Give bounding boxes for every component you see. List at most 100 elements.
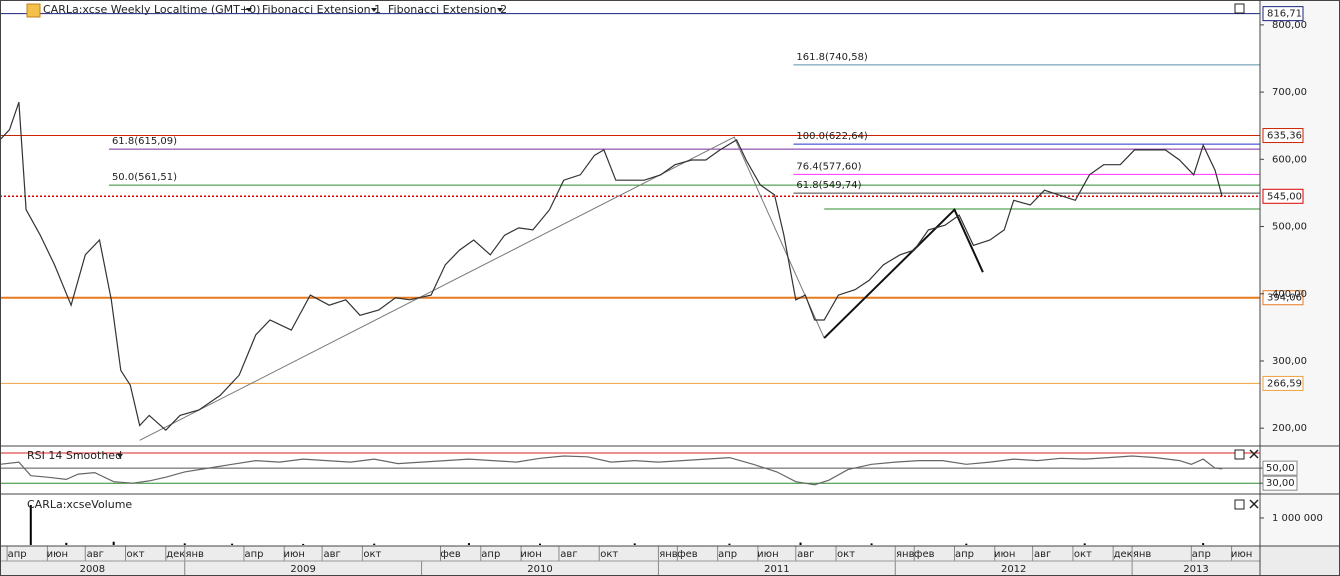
year-label: 2009 — [290, 564, 315, 575]
x-tick-label: окт — [1074, 549, 1092, 560]
level-label: 61.8(549,74) — [796, 180, 861, 191]
level-axis-box — [1262, 290, 1304, 306]
year-label: 2012 — [1001, 564, 1026, 575]
x-tick-label: янв — [1133, 549, 1152, 560]
plot-layer: апр июн авг окт дек янв апр июн авг окт фев апр июн а… — [0, 6, 1323, 576]
level-label: 76.4(577,60) — [796, 161, 861, 172]
x-tick-label: янв — [896, 549, 915, 560]
close-button[interactable] — [1249, 449, 1259, 459]
dropdown-arrow[interactable] — [371, 8, 377, 12]
x-tick-label: авг — [323, 549, 340, 560]
x-tick-label: авг — [797, 549, 814, 560]
volume-bar — [29, 505, 32, 545]
level-axis-box — [1262, 375, 1304, 391]
year-label: 2008 — [80, 564, 105, 575]
price-line — [0, 102, 1223, 432]
x-tick-label: окт — [837, 549, 855, 560]
volume-bar — [183, 543, 186, 545]
y-tick-label: 700,00 — [1272, 87, 1307, 98]
trend-drawing — [139, 136, 825, 441]
x-tick-label: апр — [8, 549, 27, 560]
volume-bar — [728, 543, 731, 545]
y-tick-label: 600,00 — [1272, 154, 1307, 165]
x-tick-label: июн — [47, 549, 68, 560]
chart-title[interactable]: CARLa:xcse Weekly Localtime (GMT+0) — [43, 3, 260, 16]
volume-bar — [799, 542, 802, 545]
symbol-icon[interactable] — [26, 3, 41, 18]
close-button[interactable] — [1249, 499, 1259, 509]
volume-bar — [539, 543, 541, 545]
x-tick-label: дек — [166, 549, 185, 560]
price-line — [0, 455, 1223, 486]
dropdown-arrow[interactable] — [246, 8, 252, 12]
volume-bar — [231, 543, 234, 545]
y-tick-label: 400,00 — [1272, 289, 1307, 300]
x-tick-label: апр — [481, 549, 500, 560]
year-label: 2010 — [527, 564, 552, 575]
y-tick-label: 50,00 — [1266, 463, 1295, 474]
y-tick-label: 200,00 — [1272, 423, 1307, 434]
x-tick-label: окт — [600, 549, 618, 560]
level-label: 61.8(615,09) — [112, 136, 177, 147]
pane-title[interactable]: RSI 14 Smoothed — [27, 449, 122, 462]
volume-bar — [870, 543, 873, 545]
x-tick-label: авг — [87, 549, 104, 560]
level-axis-label: 816,71 — [1267, 9, 1302, 20]
x-tick-label: апр — [718, 549, 737, 560]
trend-drawing — [823, 207, 984, 339]
volume-bar — [467, 543, 470, 545]
volume-bar — [302, 543, 305, 545]
y-tick-label: 300,00 — [1272, 356, 1307, 367]
volume-bar — [1083, 543, 1086, 545]
level-label: 161.8(740,58) — [796, 52, 868, 63]
level-axis-label: 635,36 — [1267, 131, 1302, 142]
volume-bar — [65, 542, 68, 545]
y-tick-box — [1262, 460, 1298, 476]
dropdown-arrow[interactable] — [117, 454, 123, 458]
x-tick-label: окт — [363, 549, 381, 560]
x-tick-label: окт — [127, 549, 145, 560]
x-tick-label: авг — [560, 549, 577, 560]
level-axis-label: 394,06 — [1267, 293, 1302, 304]
x-tick-label: июн — [283, 549, 304, 560]
indicator-name[interactable]: Fibonacci Extension 1 — [262, 3, 381, 16]
x-tick-label: июн — [520, 549, 541, 560]
volume-bar — [633, 543, 636, 545]
level-axis-label: 545,00 — [1267, 191, 1302, 202]
level-axis-box — [1262, 128, 1304, 144]
x-tick-label: авг — [1034, 549, 1051, 560]
x-tick-label: янв — [659, 549, 678, 560]
volume-bar — [1202, 543, 1205, 545]
y-tick-label: 1 000 000 — [1272, 513, 1323, 524]
y-tick-label: 30,00 — [1266, 478, 1295, 489]
x-tick-label: фев — [914, 549, 935, 560]
indicator-name[interactable]: Fibonacci Extension 2 — [388, 3, 507, 16]
x-tick-label: дек — [1114, 549, 1133, 560]
x-tick-label: янв — [186, 549, 205, 560]
level-axis-label: 266,59 — [1267, 378, 1302, 389]
year-label: 2013 — [1183, 564, 1208, 575]
price-axis-bg — [1260, 0, 1340, 546]
level-axis-box — [1262, 6, 1304, 22]
x-tick-label: июн — [757, 549, 778, 560]
x-tick-label: апр — [244, 549, 263, 560]
x-tick-label: июн — [994, 549, 1015, 560]
level-axis-box — [1262, 188, 1304, 204]
volume-bar — [373, 543, 376, 545]
x-tick-label: апр — [955, 549, 974, 560]
y-tick-label: 800,00 — [1272, 20, 1307, 31]
dropdown-arrow[interactable] — [497, 8, 503, 12]
maximize-button[interactable] — [1234, 449, 1245, 460]
maximize-button[interactable] — [1234, 499, 1245, 510]
y-tick-box — [1262, 475, 1298, 491]
x-tick-label: июн — [1231, 549, 1252, 560]
maximize-button[interactable] — [1234, 3, 1245, 14]
x-tick-label: фев — [677, 549, 698, 560]
volume-bar — [112, 541, 115, 545]
volume-bar — [965, 543, 968, 545]
y-tick-label: 500,00 — [1272, 222, 1307, 233]
year-label: 2011 — [764, 564, 789, 575]
level-label: 50.0(561,51) — [112, 172, 177, 183]
